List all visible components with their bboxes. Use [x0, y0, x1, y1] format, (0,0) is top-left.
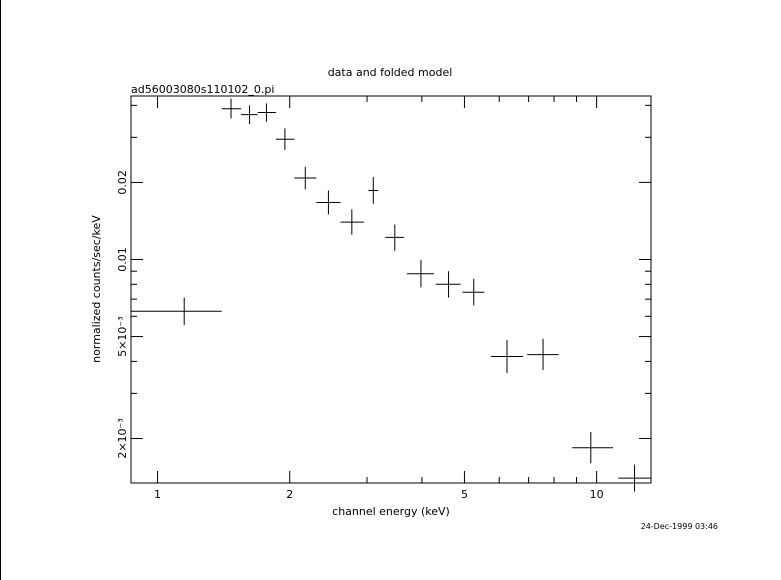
plot-frame [130, 95, 652, 484]
data-point [241, 105, 258, 125]
y-tick-label: 0.02 [116, 170, 129, 195]
timestamp: 24-Dec-1999 03:46 [641, 522, 718, 531]
x-tick-labels: 1 2 5 10 [154, 488, 604, 501]
data-point [294, 166, 317, 190]
data-points [131, 98, 651, 492]
axis-ticks [131, 96, 651, 483]
x-tick-label: 5 [461, 488, 468, 501]
data-point [257, 103, 276, 122]
data-point [385, 224, 404, 251]
data-point [316, 190, 341, 215]
y-tick-label: 5×10⁻³ [116, 316, 129, 356]
data-point [407, 259, 434, 288]
x-tick-label: 1 [154, 488, 161, 501]
data-point [340, 209, 364, 235]
y-axis-label: normalized counts/sec/keV [90, 215, 103, 363]
data-point [491, 339, 524, 374]
y-tick-label: 2×10⁻³ [116, 418, 129, 458]
chart-subtitle: ad56003080s110102_0.pi [131, 83, 274, 96]
y-tick-label: 0.01 [116, 247, 129, 272]
chart-title: data and folded model [328, 66, 453, 79]
data-point [462, 278, 485, 306]
data-point [131, 297, 222, 325]
y-tick-labels: 2×10⁻³ 5×10⁻³ 0.01 0.02 [116, 170, 129, 459]
data-point [527, 338, 559, 371]
data-point [618, 464, 651, 492]
data-point [572, 431, 614, 464]
x-tick-label: 10 [590, 488, 604, 501]
window-left-border [0, 0, 1, 580]
data-point [368, 176, 379, 204]
data-point [435, 271, 461, 298]
data-point [221, 98, 242, 119]
x-tick-label: 2 [286, 488, 293, 501]
x-axis-label: channel energy (keV) [332, 505, 450, 518]
data-point [275, 128, 295, 150]
